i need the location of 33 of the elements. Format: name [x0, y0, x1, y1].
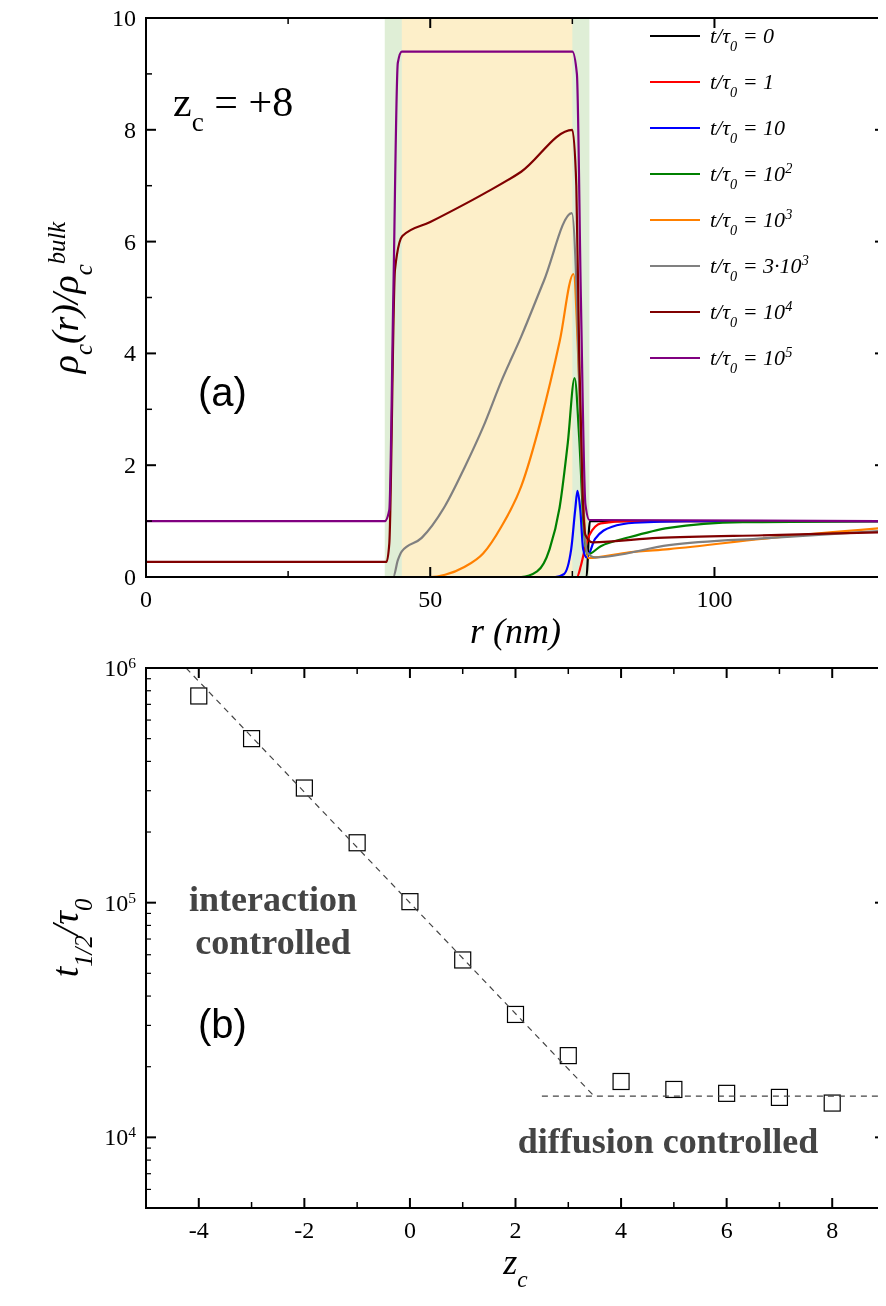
y-tick-label: 6: [124, 228, 136, 255]
legend-label: t/τ$_{0}$ = 10$^{4}$: [710, 298, 793, 330]
annotation: diffusion controlled: [517, 1121, 819, 1161]
x-tick-label: 2: [509, 1217, 522, 1243]
y-tick-label: 10$^{5}$: [104, 888, 137, 916]
y-tick-label: 10$^{4}$: [104, 1122, 137, 1151]
legend-label: t/τ$_{0}$ = 0: [710, 23, 775, 54]
x-axis-title: r (nm): [470, 611, 561, 651]
y-tick-label: 10: [112, 5, 136, 31]
x-tick-label: -2: [294, 1217, 315, 1243]
annotation: z$_{c}$ = +8: [173, 79, 294, 137]
x-tick-label: 4: [615, 1217, 628, 1243]
annotation: (b): [198, 1002, 247, 1046]
x-axis-title: z$_{c}$: [502, 1242, 529, 1292]
legend-label: t/τ$_{0}$ = 10$^{5}$: [710, 344, 793, 376]
x-tick-label: 6: [720, 1217, 733, 1243]
y-tick-label: 10$^{6}$: [104, 653, 137, 681]
x-tick-label: -4: [188, 1217, 209, 1243]
x-tick-label: 100: [696, 586, 733, 612]
y-tick-label: 2: [124, 452, 136, 479]
legend-label: t/τ$_{0}$ = 1: [710, 69, 775, 100]
legend-label: t/τ$_{0}$ = 10: [710, 115, 786, 146]
legend-label: t/τ$_{0}$ = 10$^{3}$: [710, 206, 793, 238]
y-tick-label: 8: [124, 116, 136, 143]
x-tick-label: 0: [403, 1217, 416, 1243]
legend-label: t/τ$_{0}$ = 10$^{2}$: [710, 160, 793, 192]
x-tick-label: 8: [826, 1217, 839, 1243]
x-tick-label: 50: [418, 586, 443, 612]
y-tick-label: 4: [124, 340, 136, 367]
annotation: interaction controlled: [189, 879, 357, 963]
annotation: (a): [198, 370, 247, 414]
legend-label: t/τ$_{0}$ = 3·10$^{3}$: [710, 252, 809, 284]
y-tick-label: 0: [124, 564, 136, 590]
